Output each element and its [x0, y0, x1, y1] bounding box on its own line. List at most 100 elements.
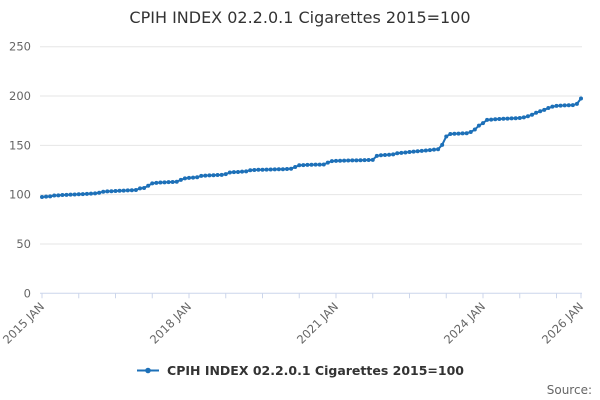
series-point[interactable]	[546, 106, 551, 111]
series-point[interactable]	[187, 175, 191, 180]
series-point[interactable]	[346, 158, 351, 163]
series-point[interactable]	[329, 159, 334, 164]
series-point[interactable]	[109, 189, 114, 194]
series-point[interactable]	[399, 150, 404, 155]
series-point[interactable]	[252, 168, 257, 172]
series-point[interactable]	[505, 116, 510, 121]
series-point[interactable]	[387, 152, 392, 157]
series-point[interactable]	[530, 112, 534, 117]
series-point[interactable]	[374, 153, 379, 158]
series-point[interactable]	[80, 192, 85, 197]
series-point[interactable]	[301, 163, 306, 168]
series-point[interactable]	[366, 158, 371, 163]
series-point[interactable]	[56, 193, 61, 198]
series-point[interactable]	[538, 109, 543, 114]
series-point[interactable]	[195, 175, 200, 180]
series-point[interactable]	[44, 194, 49, 199]
series-point[interactable]	[370, 157, 375, 162]
series-point[interactable]	[174, 179, 179, 184]
series-point[interactable]	[497, 117, 502, 121]
series-point[interactable]	[570, 103, 575, 108]
series-point[interactable]	[489, 117, 494, 122]
series-point[interactable]	[456, 131, 461, 136]
series-point[interactable]	[166, 180, 171, 185]
series-line[interactable]	[41, 97, 582, 199]
series-point[interactable]	[574, 101, 579, 106]
series-point[interactable]	[440, 142, 445, 147]
series-point[interactable]	[436, 147, 441, 152]
series-point[interactable]	[97, 190, 102, 195]
series-point[interactable]	[276, 167, 281, 172]
series-point[interactable]	[162, 180, 167, 185]
series-point[interactable]	[350, 158, 355, 163]
series-point[interactable]	[338, 158, 343, 163]
series-point[interactable]	[566, 103, 571, 108]
series-point[interactable]	[223, 172, 228, 177]
series-point[interactable]	[215, 173, 220, 178]
series-point[interactable]	[407, 150, 412, 155]
series-point[interactable]	[133, 188, 138, 193]
series-point[interactable]	[534, 110, 539, 115]
series-point[interactable]	[391, 152, 396, 157]
series-point[interactable]	[293, 165, 298, 170]
series-point[interactable]	[460, 131, 465, 136]
series-point[interactable]	[113, 189, 118, 194]
series-point[interactable]	[501, 116, 506, 121]
series-point[interactable]	[158, 180, 163, 185]
series-point[interactable]	[68, 192, 73, 197]
series-point[interactable]	[383, 153, 387, 158]
series-point[interactable]	[427, 148, 432, 153]
series-point[interactable]	[378, 153, 383, 158]
series-point[interactable]	[325, 160, 330, 165]
series-point[interactable]	[105, 189, 110, 194]
series-point[interactable]	[517, 116, 522, 121]
series-point[interactable]	[154, 180, 159, 185]
series-point[interactable]	[432, 147, 436, 152]
series-point[interactable]	[558, 103, 563, 108]
series-point[interactable]	[579, 96, 583, 101]
series-point[interactable]	[170, 179, 175, 184]
series-point[interactable]	[289, 166, 294, 171]
series-point[interactable]	[89, 191, 93, 196]
series-point[interactable]	[64, 192, 69, 197]
series-point[interactable]	[542, 107, 547, 112]
series-point[interactable]	[207, 173, 212, 178]
series-point[interactable]	[236, 169, 240, 174]
series-point[interactable]	[562, 103, 567, 108]
series-point[interactable]	[199, 173, 204, 178]
series-point[interactable]	[248, 168, 253, 173]
series-point[interactable]	[211, 173, 216, 178]
series-point[interactable]	[317, 162, 322, 167]
series-point[interactable]	[191, 175, 196, 180]
series-point[interactable]	[268, 167, 273, 172]
series-point[interactable]	[472, 127, 477, 132]
series-point[interactable]	[272, 167, 277, 172]
series-point[interactable]	[219, 172, 224, 177]
series-point[interactable]	[101, 189, 106, 194]
series-point[interactable]	[240, 169, 245, 174]
series-point[interactable]	[125, 188, 130, 193]
series-point[interactable]	[513, 116, 518, 121]
series-point[interactable]	[452, 131, 457, 136]
series-point[interactable]	[178, 177, 183, 182]
legend-item[interactable]: CPIH INDEX 02.2.0.1 Cigarettes 2015=100	[0, 363, 600, 378]
series-point[interactable]	[280, 167, 285, 172]
series-point[interactable]	[521, 115, 526, 120]
series-point[interactable]	[464, 131, 469, 136]
series-point[interactable]	[468, 130, 473, 135]
series-point[interactable]	[415, 149, 420, 154]
series-point[interactable]	[321, 162, 326, 167]
series-point[interactable]	[305, 162, 310, 167]
series-point[interactable]	[444, 134, 449, 139]
series-point[interactable]	[395, 151, 400, 156]
series-point[interactable]	[146, 183, 151, 188]
series-point[interactable]	[493, 117, 498, 122]
series-point[interactable]	[76, 192, 81, 197]
series-point[interactable]	[256, 167, 261, 172]
series-point[interactable]	[342, 158, 347, 163]
series-point[interactable]	[121, 188, 126, 193]
series-point[interactable]	[403, 150, 408, 155]
series-point[interactable]	[60, 193, 65, 198]
series-point[interactable]	[182, 176, 187, 181]
series-point[interactable]	[231, 170, 236, 175]
